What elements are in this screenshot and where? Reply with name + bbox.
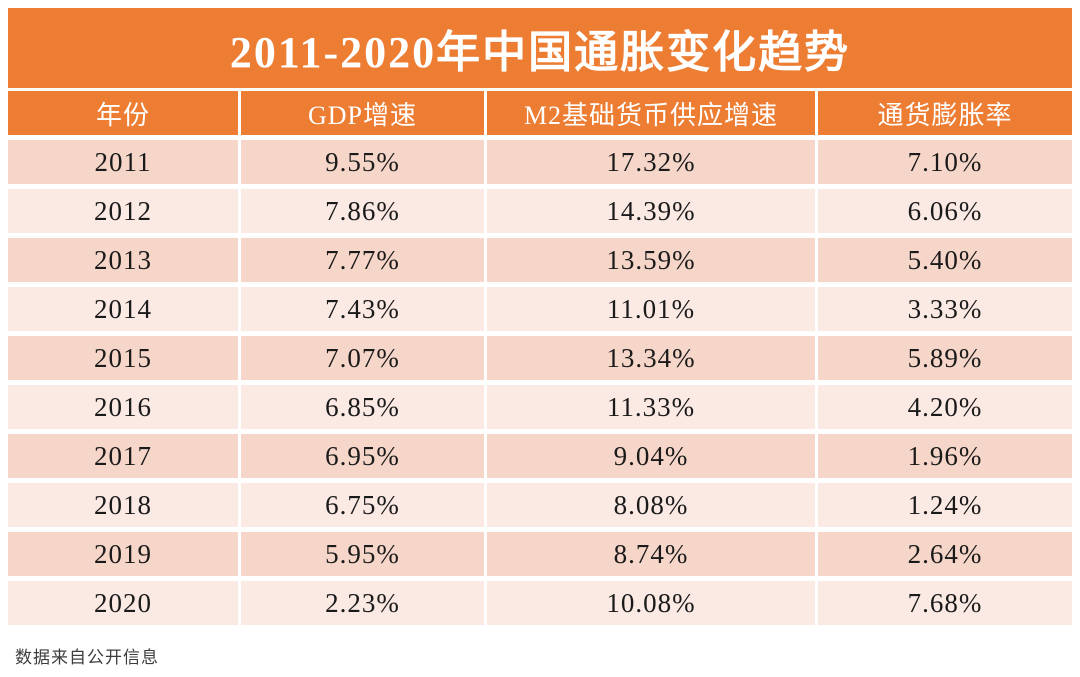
column-header-year: 年份 [8, 91, 238, 135]
value-cell: 4.20% [818, 385, 1072, 429]
column-header-gdp-growth: GDP增速 [241, 91, 484, 135]
value-cell: 6.75% [241, 483, 484, 527]
year-cell: 2017 [8, 434, 238, 478]
value-cell: 1.96% [818, 434, 1072, 478]
column-header-m2-growth: M2基础货币供应增速 [487, 91, 815, 135]
value-cell: 2.64% [818, 532, 1072, 576]
value-cell: 10.08% [487, 581, 815, 625]
value-cell: 14.39% [487, 189, 815, 233]
value-cell: 5.89% [818, 336, 1072, 380]
value-cell: 7.43% [241, 287, 484, 331]
value-cell: 6.95% [241, 434, 484, 478]
value-cell: 7.77% [241, 238, 484, 282]
value-cell: 6.06% [818, 189, 1072, 233]
value-cell: 13.34% [487, 336, 815, 380]
year-cell: 2013 [8, 238, 238, 282]
data-source-note: 数据来自公开信息 [15, 648, 159, 668]
value-cell: 13.59% [487, 238, 815, 282]
value-cell: 1.24% [818, 483, 1072, 527]
value-cell: 8.74% [487, 532, 815, 576]
value-cell: 11.01% [487, 287, 815, 331]
year-cell: 2011 [8, 140, 238, 184]
value-cell: 7.10% [818, 140, 1072, 184]
value-cell: 3.33% [818, 287, 1072, 331]
column-header-inflation-rate: 通货膨胀率 [818, 91, 1072, 135]
value-cell: 17.32% [487, 140, 815, 184]
value-cell: 11.33% [487, 385, 815, 429]
value-cell: 5.40% [818, 238, 1072, 282]
value-cell: 9.04% [487, 434, 815, 478]
year-cell: 2015 [8, 336, 238, 380]
value-cell: 8.08% [487, 483, 815, 527]
value-cell: 2.23% [241, 581, 484, 625]
value-cell: 7.07% [241, 336, 484, 380]
value-cell: 7.86% [241, 189, 484, 233]
year-cell: 2020 [8, 581, 238, 625]
year-cell: 2016 [8, 385, 238, 429]
table-title: 2011-2020年中国通胀变化趋势 [8, 8, 1072, 88]
year-cell: 2019 [8, 532, 238, 576]
year-cell: 2014 [8, 287, 238, 331]
value-cell: 9.55% [241, 140, 484, 184]
year-cell: 2018 [8, 483, 238, 527]
value-cell: 6.85% [241, 385, 484, 429]
value-cell: 7.68% [818, 581, 1072, 625]
year-cell: 2012 [8, 189, 238, 233]
value-cell: 5.95% [241, 532, 484, 576]
inflation-table: 年份 GDP增速 M2基础货币供应增速 通货膨胀率 2011 9.55% 17.32… [8, 91, 1072, 625]
